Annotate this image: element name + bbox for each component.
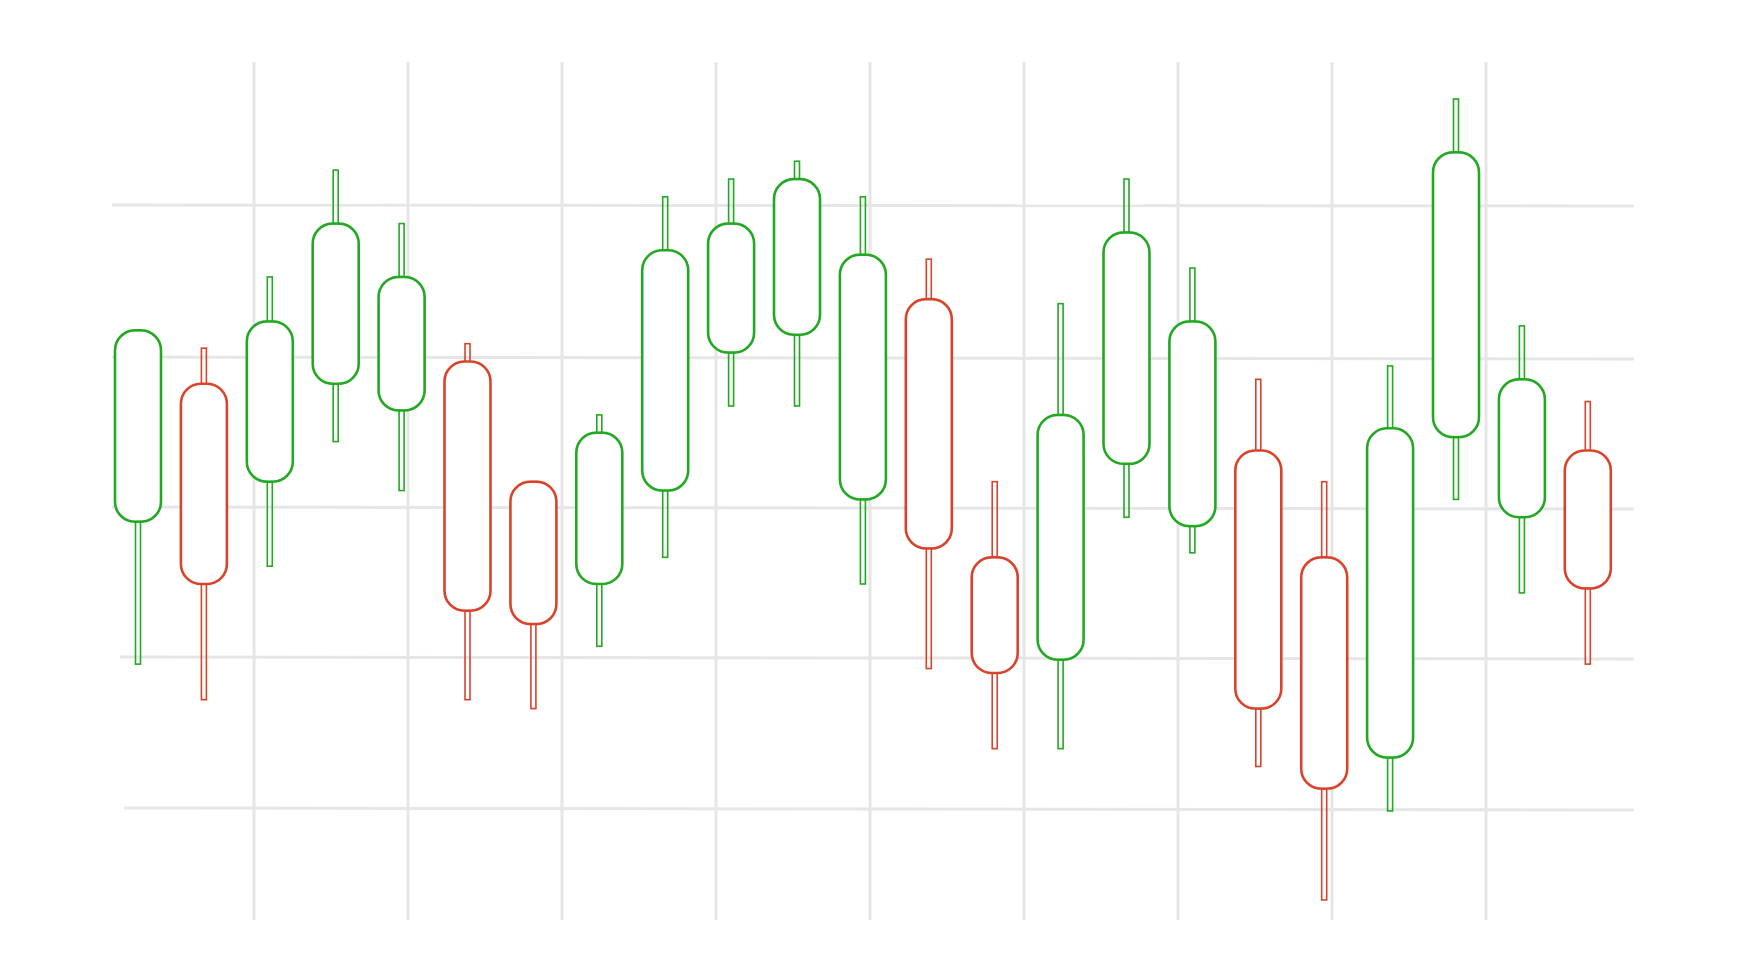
candle-wick-upper: [1320, 480, 1328, 559]
candle-up: [1431, 98, 1481, 501]
candle-wick-upper: [398, 222, 405, 278]
candle-wick-lower: [727, 351, 735, 407]
candle-body: [838, 253, 888, 501]
candle-body: [113, 329, 163, 524]
candle-wick-lower: [1189, 525, 1196, 554]
candle-wick-upper: [1189, 267, 1196, 323]
candle-down: [443, 342, 492, 701]
candle-up: [245, 276, 295, 567]
candle-up: [706, 178, 756, 407]
candle-body: [1431, 151, 1481, 439]
candle-body: [1168, 320, 1217, 528]
candle-wick-upper: [727, 178, 735, 225]
candle-down: [970, 480, 1020, 750]
candle-body: [970, 555, 1020, 675]
candle-body: [706, 222, 756, 354]
candle-wick-lower: [991, 672, 999, 750]
candle-body: [1036, 413, 1085, 661]
candle-wick-lower: [464, 609, 471, 701]
candle-wick-lower: [200, 583, 208, 701]
candle-body: [443, 360, 492, 612]
candle-wick-lower: [859, 498, 867, 585]
candle-up: [1168, 267, 1217, 554]
candle-down: [1234, 378, 1283, 768]
candle-body: [1234, 449, 1283, 710]
candle-body: [1102, 231, 1151, 466]
candle-body: [772, 177, 822, 337]
candle-wick-lower: [266, 480, 274, 567]
candles: [113, 98, 1613, 901]
candle-wick-lower: [1320, 787, 1328, 901]
candle-body: [1563, 449, 1613, 590]
candle-up: [311, 169, 361, 443]
candle-wick-upper: [266, 276, 274, 323]
candle-down: [1563, 400, 1613, 665]
candle-wick-lower: [1255, 707, 1262, 768]
candle-wick-upper: [793, 160, 801, 180]
candle-up: [838, 196, 888, 585]
candle-body: [1365, 426, 1415, 759]
candle-wick-lower: [1057, 658, 1064, 750]
candle-wick-upper: [1255, 378, 1262, 452]
candle-wick-upper: [1452, 98, 1460, 154]
candle-body: [640, 248, 690, 492]
candle-wick-lower: [793, 333, 801, 407]
candle-up: [640, 196, 690, 559]
candle-body: [574, 431, 624, 586]
candle-wick-lower: [925, 547, 933, 670]
candle-down: [904, 258, 954, 670]
candle-body: [179, 382, 229, 586]
candle-wick-lower: [1518, 516, 1526, 594]
candle-wick-upper: [1518, 325, 1526, 381]
candle-wick-lower: [1584, 587, 1592, 665]
candle-up: [574, 414, 624, 648]
candle-body: [377, 275, 426, 412]
candle-up: [377, 222, 426, 492]
candle-down: [509, 480, 558, 710]
candle-wick-lower: [661, 489, 669, 559]
candle-body: [904, 297, 954, 550]
candle-up: [1365, 365, 1415, 812]
candle-up: [1036, 302, 1085, 750]
candle-up: [1497, 325, 1547, 594]
candle-body: [245, 320, 295, 483]
candle-body: [1497, 377, 1547, 519]
grid-line-horizontal: [111, 203, 1635, 208]
candle-wick-upper: [1386, 365, 1394, 430]
candle-body: [509, 480, 558, 626]
candle-wick-lower: [332, 382, 340, 443]
grid-line-horizontal: [123, 806, 1635, 812]
candle-wick-upper: [595, 414, 603, 434]
candle-wick-lower: [398, 409, 405, 492]
candle-body: [311, 222, 361, 386]
candle-wick-upper: [925, 258, 933, 300]
candle-down: [1299, 480, 1349, 901]
candle-down: [179, 347, 229, 701]
candle-up: [772, 160, 822, 407]
candle-up: [113, 329, 163, 665]
candle-wick-lower: [1386, 756, 1394, 812]
candle-wick-upper: [200, 347, 208, 385]
candle-wick-lower: [1452, 436, 1460, 501]
candle-wick-lower: [595, 583, 603, 648]
candle-wick-lower: [530, 623, 537, 710]
candle-body: [1299, 555, 1349, 790]
candle-wick-upper: [1584, 400, 1592, 452]
candle-wick-upper: [332, 169, 340, 225]
candle-wick-lower: [134, 520, 142, 665]
candle-wick-upper: [991, 480, 999, 559]
candle-up: [1102, 178, 1151, 519]
